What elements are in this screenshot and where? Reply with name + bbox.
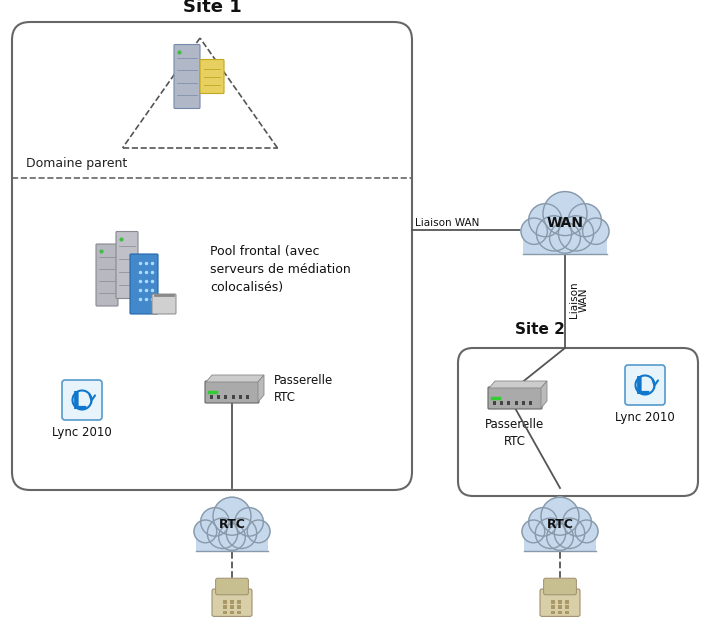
FancyBboxPatch shape	[216, 578, 248, 595]
Bar	[239, 395, 242, 399]
Circle shape	[219, 524, 245, 550]
Circle shape	[536, 216, 572, 251]
Circle shape	[558, 216, 594, 251]
Text: RTC: RTC	[219, 518, 246, 532]
FancyBboxPatch shape	[152, 294, 176, 314]
Bar	[565, 600, 569, 604]
Circle shape	[575, 520, 598, 543]
Bar	[231, 395, 234, 399]
Bar	[237, 611, 241, 614]
Polygon shape	[541, 381, 547, 408]
Text: WAN: WAN	[547, 216, 584, 230]
Bar	[529, 401, 532, 405]
Polygon shape	[489, 381, 547, 388]
Circle shape	[213, 497, 251, 535]
Circle shape	[226, 518, 257, 549]
Bar	[565, 605, 569, 609]
FancyBboxPatch shape	[205, 381, 259, 403]
Text: Lync 2010: Lync 2010	[615, 411, 675, 424]
Circle shape	[235, 507, 263, 536]
Bar	[217, 395, 220, 399]
Bar	[550, 611, 555, 614]
Bar	[196, 537, 268, 551]
FancyBboxPatch shape	[96, 244, 118, 306]
Text: L: L	[635, 375, 650, 399]
Bar	[237, 605, 241, 609]
Circle shape	[194, 520, 217, 543]
Text: Domaine parent: Domaine parent	[26, 157, 127, 170]
Circle shape	[547, 524, 573, 550]
Bar	[550, 605, 555, 609]
Bar	[224, 395, 227, 399]
Circle shape	[207, 518, 238, 549]
Circle shape	[522, 520, 545, 543]
FancyBboxPatch shape	[544, 578, 577, 595]
FancyBboxPatch shape	[62, 380, 102, 420]
Text: Lync 2010: Lync 2010	[52, 426, 112, 439]
Circle shape	[201, 507, 229, 536]
Bar	[558, 605, 562, 609]
Bar	[507, 401, 510, 405]
FancyBboxPatch shape	[130, 254, 158, 314]
Text: L: L	[72, 390, 87, 414]
Bar	[550, 600, 555, 604]
Bar	[558, 611, 562, 614]
Bar	[523, 238, 607, 254]
Polygon shape	[258, 375, 264, 402]
Circle shape	[550, 222, 580, 253]
Text: WAN: WAN	[579, 288, 589, 312]
Text: Passerelle
RTC: Passerelle RTC	[486, 418, 545, 448]
Bar	[500, 401, 503, 405]
Bar	[237, 600, 241, 604]
Text: Site 2: Site 2	[515, 322, 565, 337]
Bar	[222, 611, 227, 614]
Bar	[230, 600, 234, 604]
Circle shape	[543, 191, 587, 236]
Text: Liaison WAN: Liaison WAN	[415, 218, 479, 228]
Circle shape	[563, 507, 591, 536]
Bar	[222, 605, 227, 609]
FancyBboxPatch shape	[488, 387, 542, 409]
FancyBboxPatch shape	[540, 589, 580, 616]
FancyBboxPatch shape	[200, 59, 224, 94]
Bar	[230, 611, 234, 614]
FancyBboxPatch shape	[212, 589, 252, 616]
Bar	[522, 401, 525, 405]
Circle shape	[583, 218, 609, 245]
Text: Site 1: Site 1	[182, 0, 241, 16]
Circle shape	[535, 518, 566, 549]
Text: RTC: RTC	[547, 518, 574, 532]
Polygon shape	[206, 375, 264, 382]
Bar	[515, 401, 518, 405]
Circle shape	[541, 497, 579, 535]
Bar	[209, 395, 212, 399]
Bar	[246, 395, 249, 399]
FancyBboxPatch shape	[174, 44, 200, 109]
Bar	[524, 537, 596, 551]
Text: Pool frontal (avec
serveurs de médiation
colocalisés): Pool frontal (avec serveurs de médiation…	[210, 245, 351, 294]
Bar	[222, 600, 227, 604]
Bar	[558, 600, 562, 604]
FancyBboxPatch shape	[625, 365, 665, 405]
Circle shape	[529, 204, 562, 237]
Bar	[230, 605, 234, 609]
Circle shape	[247, 520, 270, 543]
Bar	[493, 401, 496, 405]
FancyBboxPatch shape	[116, 231, 138, 298]
Circle shape	[529, 507, 557, 536]
Circle shape	[555, 518, 585, 549]
Text: Liaison: Liaison	[569, 282, 579, 319]
Text: Passerelle
RTC: Passerelle RTC	[274, 374, 333, 404]
Circle shape	[521, 218, 547, 245]
Circle shape	[568, 204, 601, 237]
Bar	[565, 611, 569, 614]
